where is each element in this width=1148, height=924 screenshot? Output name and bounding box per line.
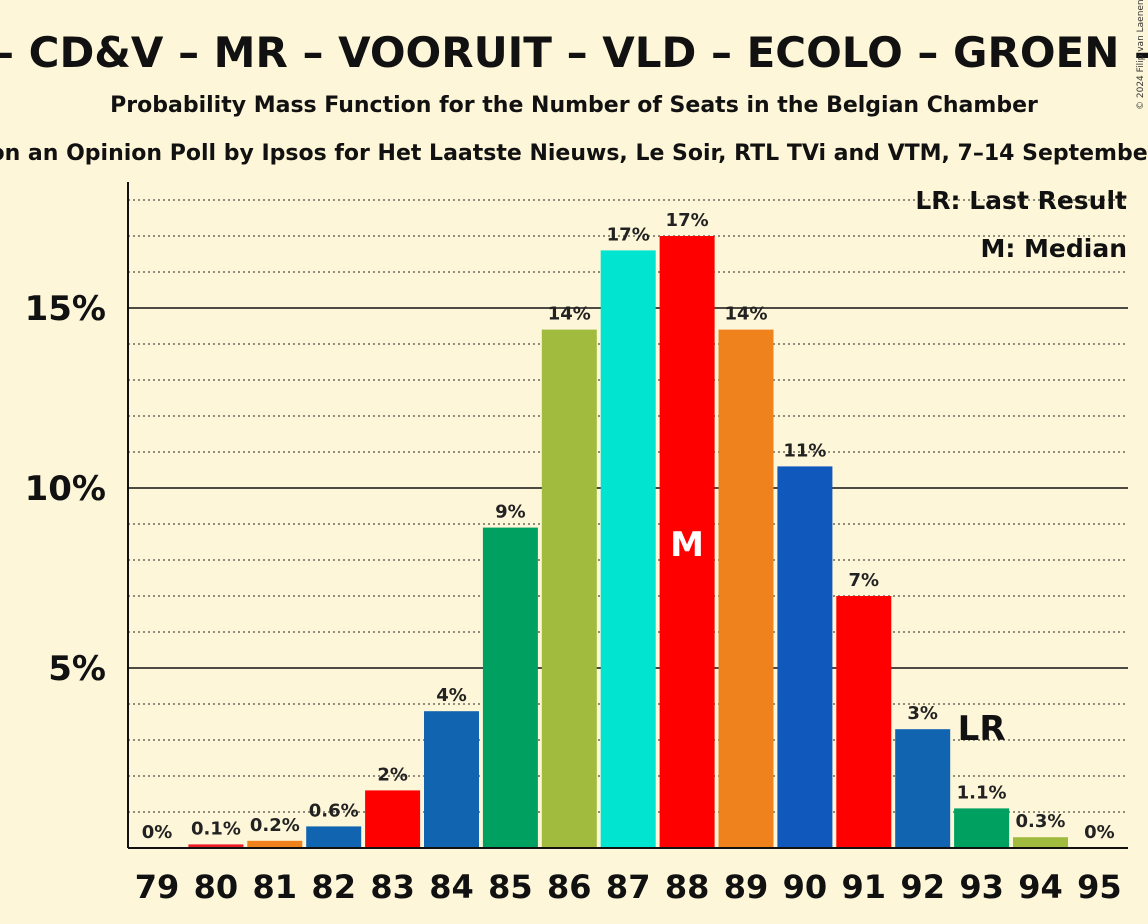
x-tick-label: 92 — [900, 868, 945, 906]
legend-median: M: Median — [980, 234, 1127, 263]
chart-subtitle-2: on an Opinion Poll by Ipsos for Het Laat… — [0, 141, 1148, 166]
bar — [659, 236, 715, 848]
x-tick-label: 84 — [429, 868, 474, 906]
bar — [541, 329, 597, 849]
legend-last-result: LR: Last Result — [915, 186, 1127, 215]
x-tick-label: 95 — [1077, 868, 1122, 906]
bar — [247, 840, 303, 848]
y-tick-label: 15% — [25, 289, 106, 329]
bar — [188, 844, 244, 848]
data-label: 11% — [783, 440, 826, 461]
x-tick-label: 91 — [842, 868, 887, 906]
data-label: 7% — [849, 570, 880, 591]
data-label: 0.3% — [1016, 811, 1066, 832]
x-tick-label: 89 — [724, 868, 769, 906]
x-tick-label: 94 — [1018, 868, 1063, 906]
last-result-marker: LR — [958, 709, 1006, 749]
data-label: 2% — [377, 764, 408, 785]
data-label: 4% — [436, 685, 467, 706]
axes: 5% 10% 15% 79 80 81 82 83 84 85 86 87 88 89 90 91 92 93 94… — [25, 182, 1128, 906]
bar — [836, 596, 892, 848]
data-label: 0% — [1084, 822, 1115, 843]
x-tick-label: 83 — [370, 868, 415, 906]
bar — [424, 711, 479, 848]
x-tick-label: 80 — [194, 868, 239, 906]
copyright-text: © 2024 Filip van Laenen — [1136, 0, 1146, 110]
bar — [482, 527, 538, 848]
data-label: 0.2% — [250, 815, 300, 836]
x-tick-label: 82 — [311, 868, 356, 906]
bar — [718, 329, 774, 849]
bar — [365, 790, 421, 848]
x-tick-label: 90 — [783, 868, 828, 906]
data-label: 14% — [724, 304, 767, 325]
x-tick-label: 79 — [135, 868, 180, 906]
x-tick-label: 93 — [959, 868, 1004, 906]
x-tick-label: 88 — [665, 868, 710, 906]
bar — [895, 729, 951, 848]
x-tick-label: 85 — [488, 868, 533, 906]
median-marker: M — [670, 525, 704, 565]
data-label: 17% — [666, 210, 709, 231]
y-tick-label: 10% — [25, 469, 106, 509]
data-label: 0.6% — [309, 800, 359, 821]
y-tick-label: 5% — [48, 649, 106, 689]
x-tick-label: 87 — [606, 868, 651, 906]
x-tick-label: 81 — [253, 868, 298, 906]
data-label: 0% — [142, 822, 173, 843]
bar — [1013, 837, 1068, 848]
bar — [954, 808, 1010, 848]
data-label: 14% — [548, 304, 591, 325]
data-label: 17% — [607, 224, 650, 245]
data-label: 3% — [907, 703, 938, 724]
data-label: 0.1% — [191, 818, 241, 839]
x-tick-label: 86 — [547, 868, 592, 906]
chart-subtitle: Probability Mass Function for the Number… — [110, 93, 1038, 118]
data-label: 9% — [495, 502, 526, 523]
data-label: 1.1% — [957, 782, 1007, 803]
bar — [600, 250, 656, 848]
bar — [777, 466, 833, 848]
chart-title: – CD&V – MR – VOORUIT – VLD – ECOLO – GR… — [0, 28, 1148, 77]
bars — [188, 236, 1068, 849]
bar — [306, 826, 362, 848]
data-labels: 0% 0.1% 0.2% 0.6% 2% 4% 9% 14% 17% 17% 14% 11% 7% 3% 1… — [142, 210, 1115, 843]
